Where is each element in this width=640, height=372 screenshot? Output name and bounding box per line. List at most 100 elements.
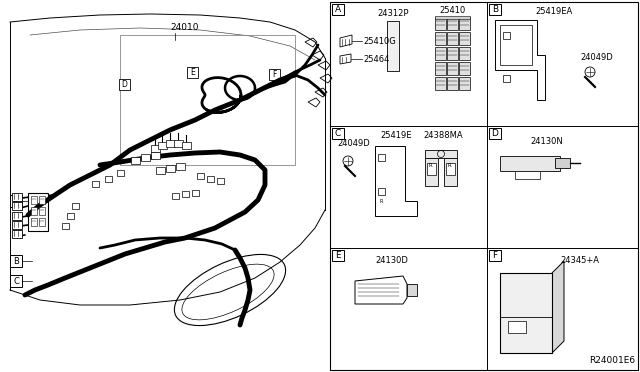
Bar — [10, 195, 22, 207]
Bar — [459, 17, 470, 30]
Bar — [500, 156, 560, 171]
Bar — [174, 140, 183, 147]
Polygon shape — [552, 261, 564, 353]
Bar — [62, 223, 69, 229]
Text: B: B — [13, 257, 19, 266]
Text: F: F — [492, 251, 497, 260]
Bar — [489, 128, 501, 139]
Bar — [425, 158, 438, 186]
Bar — [332, 128, 344, 139]
Bar — [10, 275, 22, 287]
Bar — [39, 196, 45, 204]
Bar — [67, 213, 74, 219]
Text: C: C — [335, 129, 341, 138]
Text: R: R — [429, 163, 433, 168]
Bar — [515, 171, 540, 179]
Bar — [489, 250, 501, 261]
Bar — [182, 142, 191, 149]
Bar — [151, 152, 160, 159]
Bar — [31, 218, 37, 226]
Bar — [447, 47, 458, 60]
Bar — [156, 167, 165, 174]
Bar — [447, 17, 458, 30]
Bar — [141, 154, 150, 161]
Bar — [459, 62, 470, 75]
Text: 24312P: 24312P — [377, 9, 409, 18]
Bar — [72, 203, 79, 209]
Bar — [435, 16, 470, 19]
Text: D: D — [122, 80, 127, 89]
Bar — [182, 191, 189, 197]
Bar — [117, 170, 124, 176]
Text: R: R — [448, 163, 452, 168]
Bar — [12, 193, 22, 201]
Bar — [172, 193, 179, 199]
Bar — [447, 77, 458, 90]
Bar — [176, 163, 185, 170]
Bar — [31, 196, 37, 204]
Text: 24130N: 24130N — [530, 137, 563, 146]
Text: 25419E: 25419E — [380, 131, 412, 140]
Bar — [378, 154, 385, 161]
Bar — [407, 284, 417, 296]
Bar — [503, 32, 510, 39]
Bar — [39, 207, 45, 215]
Bar — [500, 273, 552, 353]
Bar — [192, 190, 199, 196]
Text: 25464: 25464 — [363, 55, 389, 64]
Bar — [378, 188, 385, 195]
Text: A: A — [13, 196, 19, 205]
Text: 25419EA: 25419EA — [535, 7, 572, 16]
Bar — [166, 140, 175, 147]
Text: A: A — [335, 5, 341, 14]
Bar — [425, 150, 457, 158]
Bar — [459, 47, 470, 60]
Bar — [12, 202, 22, 210]
Text: 24010: 24010 — [170, 23, 198, 32]
Bar — [332, 4, 344, 15]
Text: 24049D: 24049D — [337, 139, 370, 148]
Bar — [39, 218, 45, 226]
Bar — [447, 62, 458, 75]
Text: E: E — [335, 251, 341, 260]
Bar — [555, 158, 570, 168]
Bar — [207, 176, 214, 182]
Bar — [332, 250, 344, 261]
Bar — [459, 32, 470, 45]
Text: 24130D: 24130D — [375, 256, 408, 265]
Bar — [435, 77, 446, 90]
Bar — [444, 158, 457, 186]
Bar — [427, 163, 436, 175]
Text: 24345+A: 24345+A — [560, 256, 599, 265]
Bar — [10, 255, 22, 267]
Bar — [28, 193, 48, 231]
Bar — [489, 4, 501, 15]
Bar — [387, 21, 399, 71]
Text: 24049D: 24049D — [580, 53, 612, 62]
Text: D: D — [492, 129, 499, 138]
Bar — [31, 207, 37, 215]
Bar — [330, 2, 638, 370]
Bar — [503, 75, 510, 82]
Bar — [120, 35, 295, 165]
Bar — [508, 321, 526, 333]
Bar — [459, 77, 470, 90]
Bar — [197, 173, 204, 179]
Bar — [166, 165, 175, 172]
Text: R: R — [380, 199, 383, 204]
Bar — [435, 62, 446, 75]
Bar — [447, 32, 458, 45]
Bar — [158, 142, 167, 149]
Bar — [12, 212, 22, 220]
Text: 24388MA: 24388MA — [423, 131, 463, 140]
Text: R24001E6: R24001E6 — [589, 356, 635, 365]
Bar — [12, 230, 22, 238]
Bar — [435, 32, 446, 45]
Bar — [92, 181, 99, 187]
Bar — [12, 221, 22, 229]
Text: 25410: 25410 — [440, 6, 466, 15]
Bar — [435, 47, 446, 60]
Bar — [105, 176, 112, 182]
Bar — [435, 17, 446, 30]
Bar — [131, 157, 140, 164]
